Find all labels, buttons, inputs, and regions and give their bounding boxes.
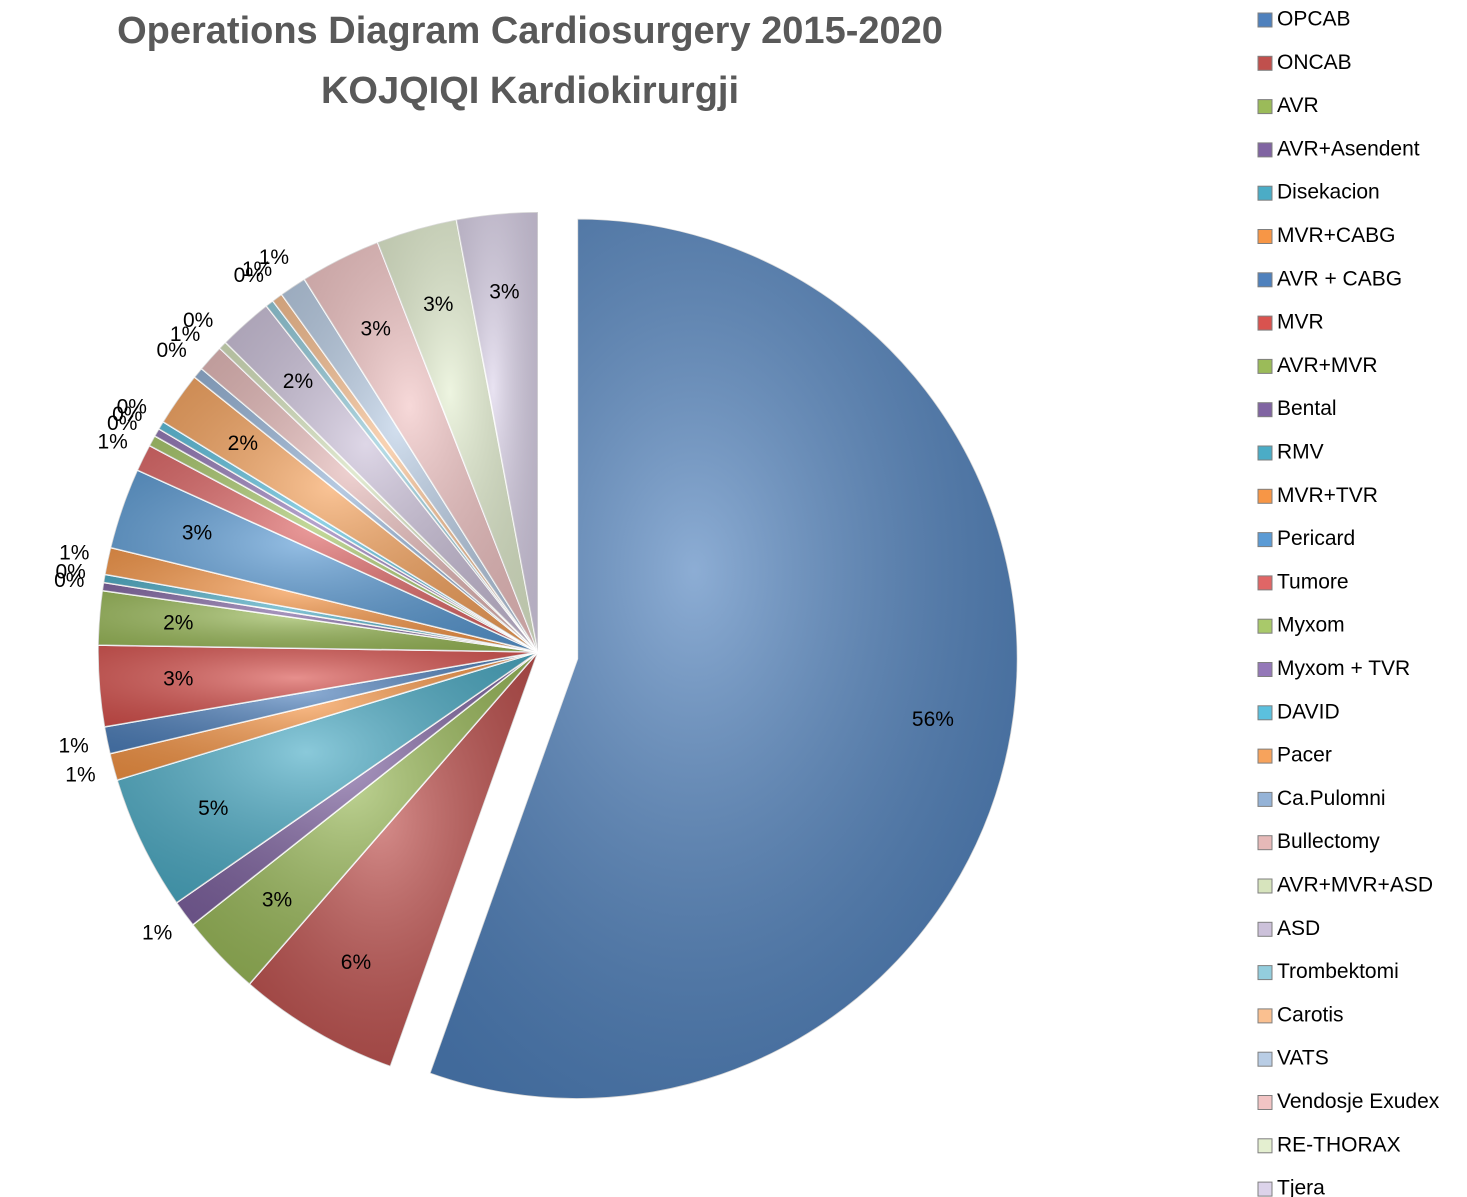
data-label: 1% <box>65 763 95 786</box>
data-label: 3% <box>163 668 193 691</box>
legend-label: ASD <box>1277 917 1320 940</box>
data-label: 1% <box>98 430 128 453</box>
data-label: 2% <box>228 432 258 455</box>
legend-swatch <box>1257 488 1273 504</box>
legend-label: Trombektomi <box>1277 960 1399 983</box>
legend-swatch <box>1257 1181 1273 1197</box>
legend-label: MVR+TVR <box>1277 484 1378 507</box>
data-label: 2% <box>163 612 193 635</box>
legend-swatch <box>1257 55 1273 71</box>
data-label: 56% <box>912 708 954 731</box>
legend-label: MVR+CABG <box>1277 224 1395 247</box>
legend-swatch <box>1257 142 1273 158</box>
data-label: 1% <box>242 258 272 281</box>
legend-label: Bental <box>1277 397 1337 420</box>
data-label: 1% <box>170 323 200 346</box>
data-label: 0% <box>55 560 85 583</box>
chart-title: Operations Diagram Cardiosurgery 2015-20… <box>117 10 943 52</box>
chart-title: KOJQIQI Kardiokirurgji <box>321 70 739 112</box>
data-label: 2% <box>283 370 313 393</box>
legend-swatch <box>1257 12 1273 28</box>
legend-swatch <box>1257 99 1273 115</box>
legend-swatch <box>1257 965 1273 981</box>
data-label: 0% <box>183 309 213 332</box>
legend-label: VATS <box>1277 1047 1329 1070</box>
legend-label: Tumore <box>1277 570 1349 593</box>
legend-label: MVR <box>1277 311 1324 334</box>
legend-label: AVR+MVR <box>1277 354 1378 377</box>
legend-swatch <box>1257 229 1273 244</box>
legend-label: Tjera <box>1277 1177 1325 1197</box>
legend-swatch <box>1257 835 1273 851</box>
legend-label: Myxom + TVR <box>1277 657 1410 680</box>
data-label: 0% <box>156 339 186 362</box>
data-label: 1% <box>259 246 289 269</box>
legend-label: AVR <box>1277 94 1319 117</box>
legend-swatch <box>1257 445 1273 461</box>
legend-label: Carotis <box>1277 1003 1344 1026</box>
legend-label: Vendosje Exudex <box>1277 1090 1440 1113</box>
legend-label: Bullectomy <box>1277 830 1380 853</box>
data-label: 0% <box>117 395 147 418</box>
data-label: 1% <box>58 735 88 758</box>
data-label: 0% <box>112 403 142 426</box>
data-label: 3% <box>182 522 212 545</box>
data-label: 3% <box>489 280 519 303</box>
legend-swatch <box>1257 532 1273 548</box>
legend-swatch <box>1257 402 1273 418</box>
data-label: 0% <box>54 569 84 592</box>
legend-label: Disekacion <box>1277 181 1380 204</box>
legend-label: Myxom <box>1277 614 1345 637</box>
data-label: 1% <box>59 541 89 564</box>
data-label: 1% <box>142 922 172 945</box>
data-label: 5% <box>198 797 228 820</box>
legend-swatch <box>1257 358 1273 374</box>
legend-label: Pericard <box>1277 527 1355 550</box>
legend-label: RMV <box>1277 441 1324 464</box>
legend-swatch <box>1257 1138 1273 1154</box>
legend-swatch <box>1257 1095 1273 1110</box>
data-label: 6% <box>341 951 371 974</box>
data-label: 3% <box>262 889 292 912</box>
legend-label: ONCAB <box>1277 51 1352 74</box>
legend-swatch <box>1257 185 1273 201</box>
legend-swatch <box>1257 791 1273 807</box>
legend-swatch <box>1257 618 1273 634</box>
legend-swatch <box>1257 878 1273 894</box>
legend-label: AVR + CABG <box>1277 267 1402 290</box>
legend-swatch <box>1257 315 1273 331</box>
legend-swatch <box>1257 1008 1273 1024</box>
legend-label: Pacer <box>1277 744 1332 767</box>
legend-label: OPCAB <box>1277 8 1351 31</box>
legend-swatch <box>1257 662 1273 677</box>
legend-label: AVR+MVR+ASD <box>1277 874 1433 897</box>
data-label: 0% <box>107 412 137 435</box>
legend-swatch <box>1257 705 1273 721</box>
legend-swatch <box>1257 575 1273 591</box>
legend-label: Ca.Pulomni <box>1277 787 1386 810</box>
data-label: 3% <box>361 317 391 340</box>
data-label: 0% <box>234 264 264 287</box>
legend-label: RE-THORAX <box>1277 1133 1401 1156</box>
data-label: 3% <box>423 293 453 316</box>
legend-label: DAVID <box>1277 700 1340 723</box>
legend-swatch <box>1257 272 1273 288</box>
legend-swatch <box>1257 921 1273 937</box>
legend-label: AVR+Asendent <box>1277 137 1420 160</box>
legend-swatch <box>1257 1051 1273 1067</box>
legend-swatch <box>1257 748 1273 764</box>
